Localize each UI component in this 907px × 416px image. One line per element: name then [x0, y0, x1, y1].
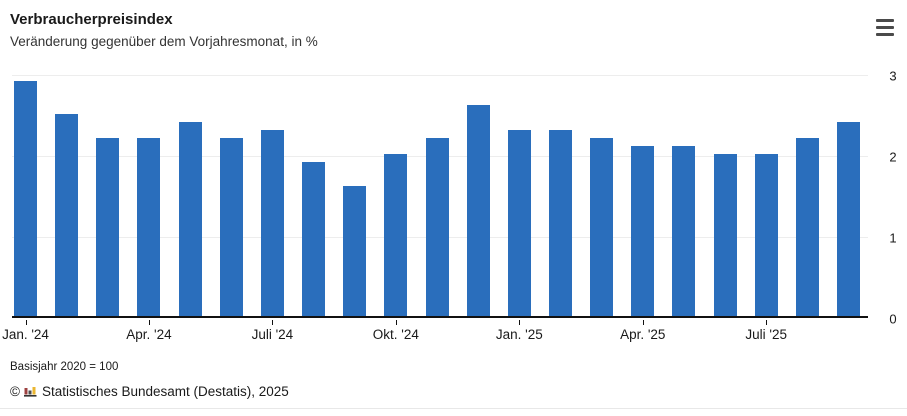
y-axis-label: 3 — [889, 68, 897, 84]
bar-mai-24[interactable] — [178, 121, 202, 316]
bar-apr-25[interactable] — [631, 145, 655, 316]
x-axis-label: Jan. '24 — [2, 327, 49, 342]
copyright-symbol: © — [10, 384, 20, 399]
base-year-note: Basisjahr 2020 = 100 — [10, 361, 119, 373]
x-tick — [148, 320, 150, 325]
bar-sep-24[interactable] — [343, 186, 367, 316]
bar-nov-24[interactable] — [425, 137, 449, 316]
x-axis-label: Juli '24 — [251, 327, 294, 342]
x-tick — [642, 320, 644, 325]
bar-märz-25[interactable] — [590, 137, 614, 316]
hamburger-menu-icon — [876, 33, 894, 36]
bar-aug-24[interactable] — [302, 162, 326, 316]
chart-subtitle: Veränderung gegenüber dem Vorjahresmonat… — [10, 34, 318, 49]
bar-sep-25[interactable] — [837, 121, 860, 316]
destatis-bar-chart-icon — [23, 387, 37, 397]
x-axis-label: Okt. '24 — [372, 327, 419, 342]
bar-mai-25[interactable] — [672, 145, 696, 316]
bar-jan-24[interactable] — [14, 81, 37, 316]
page-title: Verbraucherpreisindex — [10, 11, 173, 28]
x-tick — [519, 320, 521, 325]
bar-feb-25[interactable] — [548, 129, 572, 316]
x-axis-label: Juli '25 — [745, 327, 787, 342]
x-tick — [25, 320, 27, 325]
y-axis-label: 1 — [889, 230, 897, 246]
x-axis-label: Apr. '25 — [620, 327, 666, 342]
bar-feb-24[interactable] — [55, 113, 79, 316]
copyright-text: Statistisches Bundesamt (Destatis), 2025 — [41, 384, 289, 399]
x-axis-label: Apr. '24 — [126, 327, 172, 342]
bar-juni-24[interactable] — [219, 137, 243, 316]
bar-juli-25[interactable] — [754, 154, 778, 316]
bar-aug-25[interactable] — [795, 137, 819, 316]
x-tick — [395, 320, 397, 325]
gridline-y-3 — [12, 75, 868, 76]
x-tick — [766, 320, 768, 325]
plot-area — [12, 75, 868, 318]
hamburger-menu-icon — [876, 26, 894, 29]
bottom-divider — [0, 408, 907, 409]
bar-jan-25[interactable] — [507, 129, 531, 316]
bar-märz-24[interactable] — [96, 137, 120, 316]
bar-dez-24[interactable] — [466, 105, 490, 316]
y-axis: 0 1 2 3 — [880, 69, 906, 327]
x-tick — [272, 320, 274, 325]
copyright-line: © Statistisches Bundesamt (Destatis), 20… — [10, 384, 289, 399]
hamburger-menu-icon — [876, 19, 894, 22]
bar-juni-25[interactable] — [713, 154, 737, 316]
y-axis-label: 2 — [889, 149, 897, 165]
y-axis-label: 0 — [889, 311, 897, 327]
bar-juli-24[interactable] — [260, 129, 284, 316]
bar-apr-24[interactable] — [137, 137, 161, 316]
x-axis-label: Jan. '25 — [495, 327, 543, 342]
bar-okt-24[interactable] — [384, 154, 408, 316]
x-axis: Jan. '24 Apr. '24 Juli '24 Okt. '24 Jan. '25… — [2, 320, 868, 350]
hamburger-menu-button[interactable] — [876, 19, 894, 36]
